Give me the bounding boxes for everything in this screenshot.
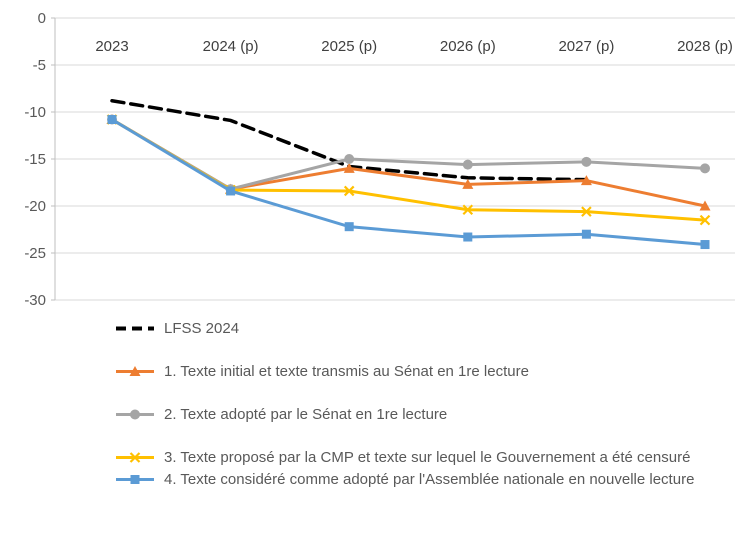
chart-legend: LFSS 2024 1. Texte initial et texte trans… bbox=[115, 318, 735, 490]
legend-item: 1. Texte initial et texte transmis au Sé… bbox=[115, 361, 735, 382]
triangle-marker bbox=[580, 175, 592, 186]
triangle-marker bbox=[343, 162, 355, 173]
square-marker bbox=[130, 475, 140, 484]
legend-item: 3. Texte proposé par la CMP et texte sur… bbox=[115, 447, 735, 468]
triangle-marker bbox=[699, 200, 711, 211]
y-tick-label: -10 bbox=[24, 104, 46, 121]
y-tick-label: -5 bbox=[33, 57, 46, 74]
legend-label: 1. Texte initial et texte transmis au Sé… bbox=[164, 363, 529, 380]
x-marker bbox=[129, 452, 141, 463]
square-marker bbox=[107, 115, 117, 125]
series-line-4 bbox=[110, 118, 707, 247]
x-axis-label: 2026 (p) bbox=[440, 38, 496, 55]
legend-item: LFSS 2024 bbox=[115, 318, 735, 339]
triangle-marker bbox=[129, 366, 141, 376]
x-marker bbox=[699, 214, 711, 226]
x-axis-label: 2023 bbox=[95, 38, 128, 55]
x-marker bbox=[462, 204, 474, 216]
x-marker bbox=[343, 185, 355, 197]
y-tick-label: -30 bbox=[24, 292, 46, 309]
y-tick-label: 0 bbox=[38, 10, 46, 27]
y-tick-label: -25 bbox=[24, 245, 46, 262]
circle-marker bbox=[344, 154, 355, 164]
legend-label: 4. Texte considéré comme adopté par l'As… bbox=[164, 471, 695, 488]
legend-label: 3. Texte proposé par la CMP et texte sur… bbox=[164, 449, 691, 466]
legend-item: 4. Texte considéré comme adopté par l'As… bbox=[115, 469, 735, 490]
x-axis-label: 2027 (p) bbox=[558, 38, 614, 55]
x-marker bbox=[581, 206, 592, 217]
circle-marker bbox=[700, 163, 710, 174]
legend-label: 2. Texte adopté par le Sénat en 1re lect… bbox=[164, 406, 448, 423]
square-marker bbox=[581, 229, 591, 239]
triangle-marker bbox=[462, 178, 474, 189]
legend-key-square-line-icon bbox=[116, 475, 154, 484]
circle-marker bbox=[130, 409, 140, 420]
x-axis-label: 2025 (p) bbox=[321, 38, 377, 55]
line-chart: 0 -5 -10 -15 -20 -25 -30 2023 2024 (p) 2025 (p) 20… bbox=[24, 10, 735, 309]
square-marker bbox=[463, 232, 473, 242]
y-tick-label: -20 bbox=[24, 198, 46, 215]
legend-key-circle-line-icon bbox=[116, 409, 154, 420]
legend-key-x-line-icon bbox=[116, 452, 154, 463]
legend-item: 2. Texte adopté par le Sénat en 1re lect… bbox=[115, 404, 735, 425]
legend-label: LFSS 2024 bbox=[164, 320, 240, 337]
square-marker bbox=[226, 186, 236, 196]
series-line-2 bbox=[110, 118, 707, 191]
legend-key-triangle-line-icon bbox=[116, 366, 154, 376]
square-marker bbox=[700, 240, 710, 250]
x-axis-label: 2024 (p) bbox=[203, 38, 259, 55]
y-tick-label: -15 bbox=[24, 151, 46, 168]
square-marker bbox=[344, 222, 354, 232]
series-line-3 bbox=[110, 118, 707, 222]
circle-marker bbox=[462, 159, 473, 170]
legend-key-dashed-line-icon bbox=[116, 326, 154, 331]
circle-marker bbox=[581, 156, 592, 167]
x-axis-label: 2028 (p) bbox=[677, 38, 733, 55]
